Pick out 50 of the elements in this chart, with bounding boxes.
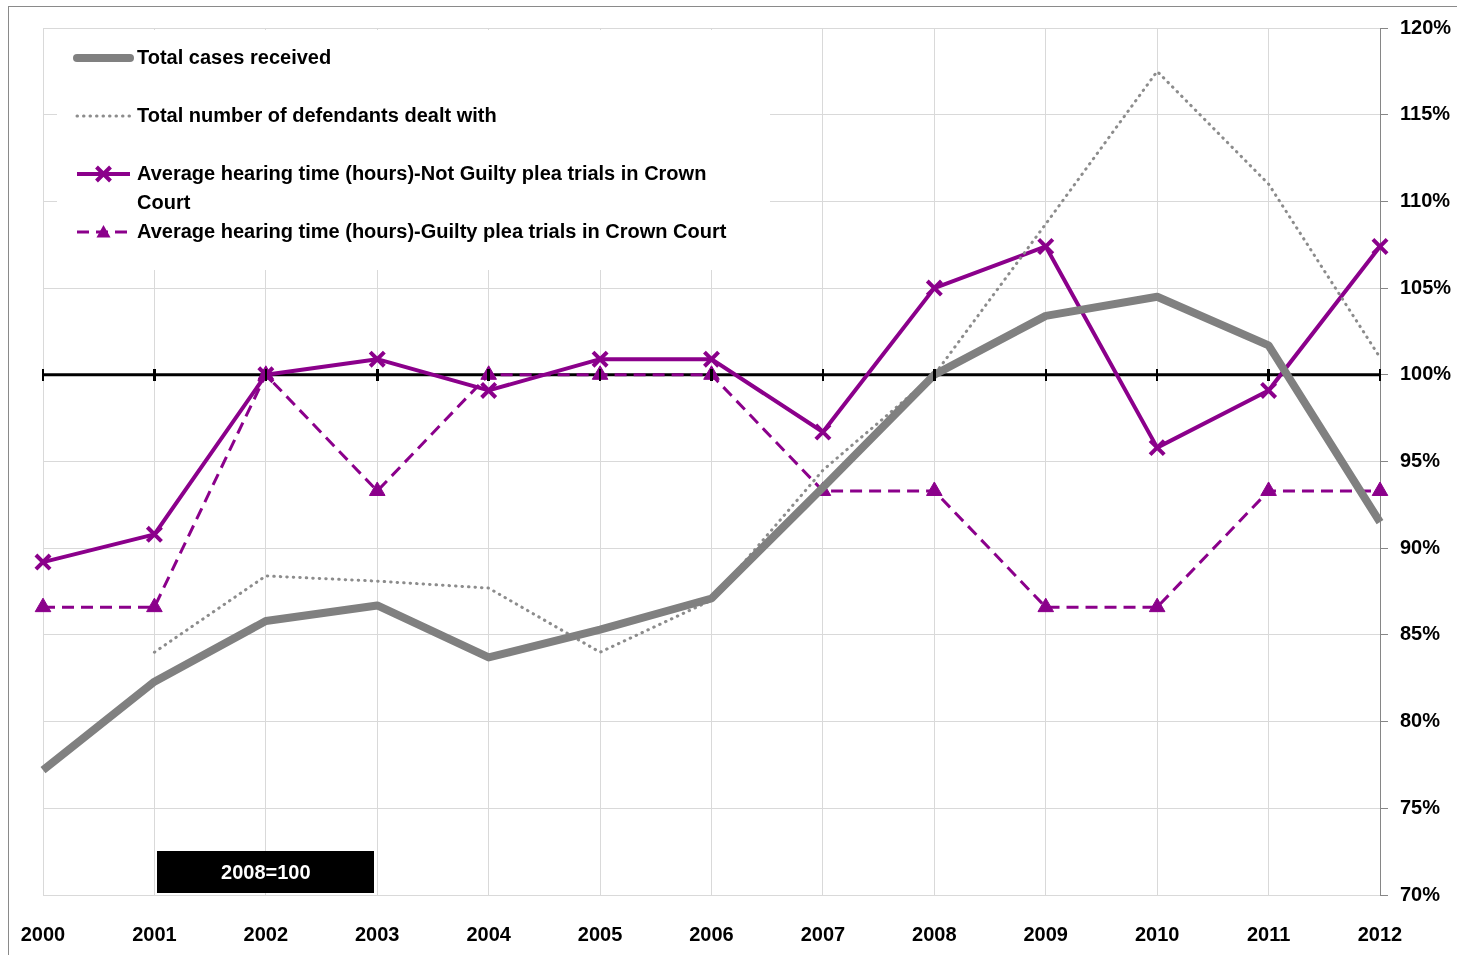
y-tick-label: 95% bbox=[1400, 449, 1441, 472]
x-tick-label: 2006 bbox=[689, 922, 734, 945]
label-box: 2008=100 bbox=[157, 851, 375, 893]
point bbox=[813, 422, 832, 442]
point bbox=[479, 381, 498, 400]
y-tick-label: 90% bbox=[1400, 535, 1441, 558]
point bbox=[368, 481, 386, 496]
x-tick-label: 2010 bbox=[1134, 922, 1180, 945]
x-tick-label: 2005 bbox=[577, 922, 623, 945]
point bbox=[368, 350, 387, 369]
legend-label: Average hearing time (hours)-Not Guilty plea trials in Crown Court bbox=[137, 161, 707, 213]
point bbox=[1370, 237, 1390, 256]
y-tick-label: 85% bbox=[1400, 622, 1441, 645]
x-tick-label: 2000 bbox=[20, 922, 66, 945]
point bbox=[1037, 597, 1055, 613]
x-tick-label: 2011 bbox=[1246, 922, 1291, 945]
x-tick-label: 2012 bbox=[1357, 922, 1403, 945]
point bbox=[925, 279, 944, 298]
y-tick-label: 110% bbox=[1400, 188, 1451, 211]
y-tick-label: 105% bbox=[1400, 275, 1452, 298]
y-tick-label: 70% bbox=[1400, 882, 1441, 905]
point bbox=[591, 350, 610, 369]
x-tick-label: 2003 bbox=[355, 922, 400, 945]
point bbox=[702, 350, 721, 369]
point bbox=[145, 525, 164, 544]
point bbox=[1260, 481, 1277, 496]
point bbox=[146, 597, 163, 613]
x-tick-label: 2007 bbox=[800, 922, 846, 945]
annotation: 2008=100 bbox=[221, 860, 311, 884]
point bbox=[1036, 237, 1055, 256]
legend-label: Average hearing time (hours)-Guilty plea trials in Crown Court bbox=[137, 219, 727, 242]
x-tick-label: 2004 bbox=[466, 922, 512, 945]
point bbox=[1148, 597, 1166, 613]
point bbox=[1259, 381, 1278, 400]
x-tick-label: 2009 bbox=[1023, 922, 1068, 945]
y-tick-label: 75% bbox=[1400, 795, 1441, 818]
y-tick-label: 115% bbox=[1400, 102, 1451, 125]
point bbox=[256, 365, 275, 384]
y-tick-label: 120% bbox=[1400, 15, 1452, 38]
legend-label: Total cases received bbox=[137, 45, 332, 68]
point bbox=[1148, 438, 1167, 457]
point bbox=[1371, 481, 1389, 496]
y-tick-label: 80% bbox=[1400, 709, 1441, 732]
x-tick-label: 2001 bbox=[132, 922, 177, 945]
x-tick-label: 2008 bbox=[912, 922, 957, 945]
point bbox=[926, 481, 943, 496]
x-tick-label: 2002 bbox=[243, 922, 289, 945]
legend-label: Total number of defendants dealt with bbox=[137, 103, 497, 126]
y-tick-label: 100% bbox=[1400, 362, 1452, 385]
point bbox=[34, 597, 52, 613]
